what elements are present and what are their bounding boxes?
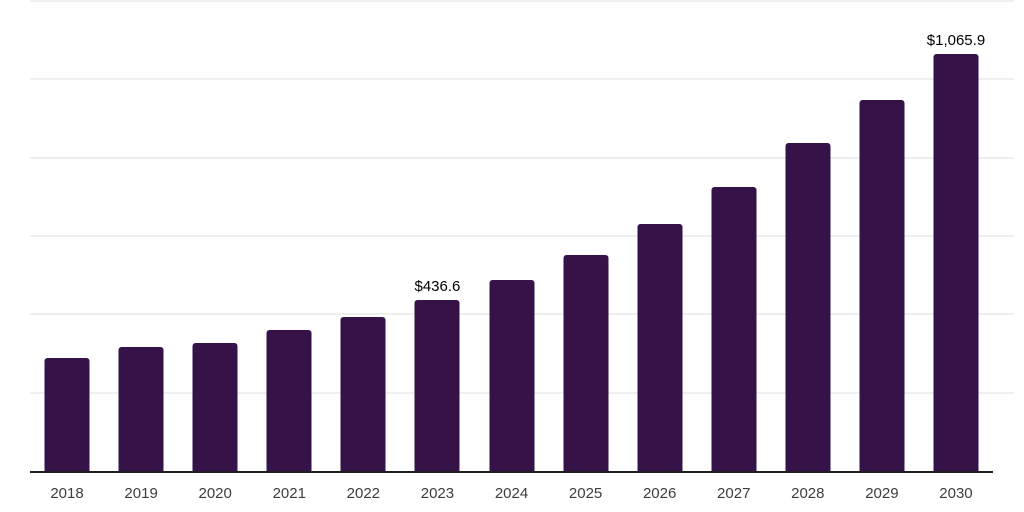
bar-2025 (563, 255, 608, 471)
bar-slot (30, 1, 104, 471)
bar-2030 (933, 54, 978, 471)
x-tick-label: 2021 (252, 485, 326, 502)
bar-2029 (859, 100, 904, 471)
bars-container: $436.6 $1,065.9 (30, 1, 993, 471)
x-tick-label: 2023 (400, 485, 474, 502)
bar-slot: $436.6 (400, 1, 474, 471)
bar-slot (252, 1, 326, 471)
bar-slot (697, 1, 771, 471)
bar-chart: $436.6$1,065.9 2018201920202021202220232… (0, 0, 1024, 512)
x-tick-label: 2020 (178, 485, 252, 502)
x-tick-label: 2022 (326, 485, 400, 502)
x-tick-label: 2028 (771, 485, 845, 502)
x-tick-label: 2029 (845, 485, 919, 502)
bar-2021 (267, 330, 312, 471)
x-tick-label: 2026 (623, 485, 697, 502)
bar-2020 (193, 343, 238, 471)
bar-slot (326, 1, 400, 471)
x-axis-labels: 2018201920202021202220232024202520262027… (30, 485, 993, 502)
bar-2023 (415, 300, 460, 471)
bar-2018 (45, 358, 90, 471)
bar-2024 (489, 280, 534, 471)
bar-slot (771, 1, 845, 471)
x-tick-label: 2018 (30, 485, 104, 502)
bar-value-label: $1,065.9 (927, 33, 985, 48)
bar-slot (178, 1, 252, 471)
plot-area: $436.6 $1,065.9 (30, 1, 993, 473)
x-tick-label: 2024 (474, 485, 548, 502)
bar-slot (474, 1, 548, 471)
bar-slot (845, 1, 919, 471)
bar-slot (549, 1, 623, 471)
bar-2022 (341, 317, 386, 471)
x-tick-label: 2027 (697, 485, 771, 502)
bar-value-label: $436.6 (414, 279, 460, 294)
bar-slot (104, 1, 178, 471)
bar-slot: $1,065.9 (919, 1, 993, 471)
bar-slot (623, 1, 697, 471)
bar-2019 (119, 347, 164, 471)
x-tick-label: 2025 (549, 485, 623, 502)
bar-2026 (637, 224, 682, 471)
bar-2027 (711, 187, 756, 471)
bar-2028 (785, 143, 830, 471)
x-tick-label: 2019 (104, 485, 178, 502)
x-tick-label: 2030 (919, 485, 993, 502)
